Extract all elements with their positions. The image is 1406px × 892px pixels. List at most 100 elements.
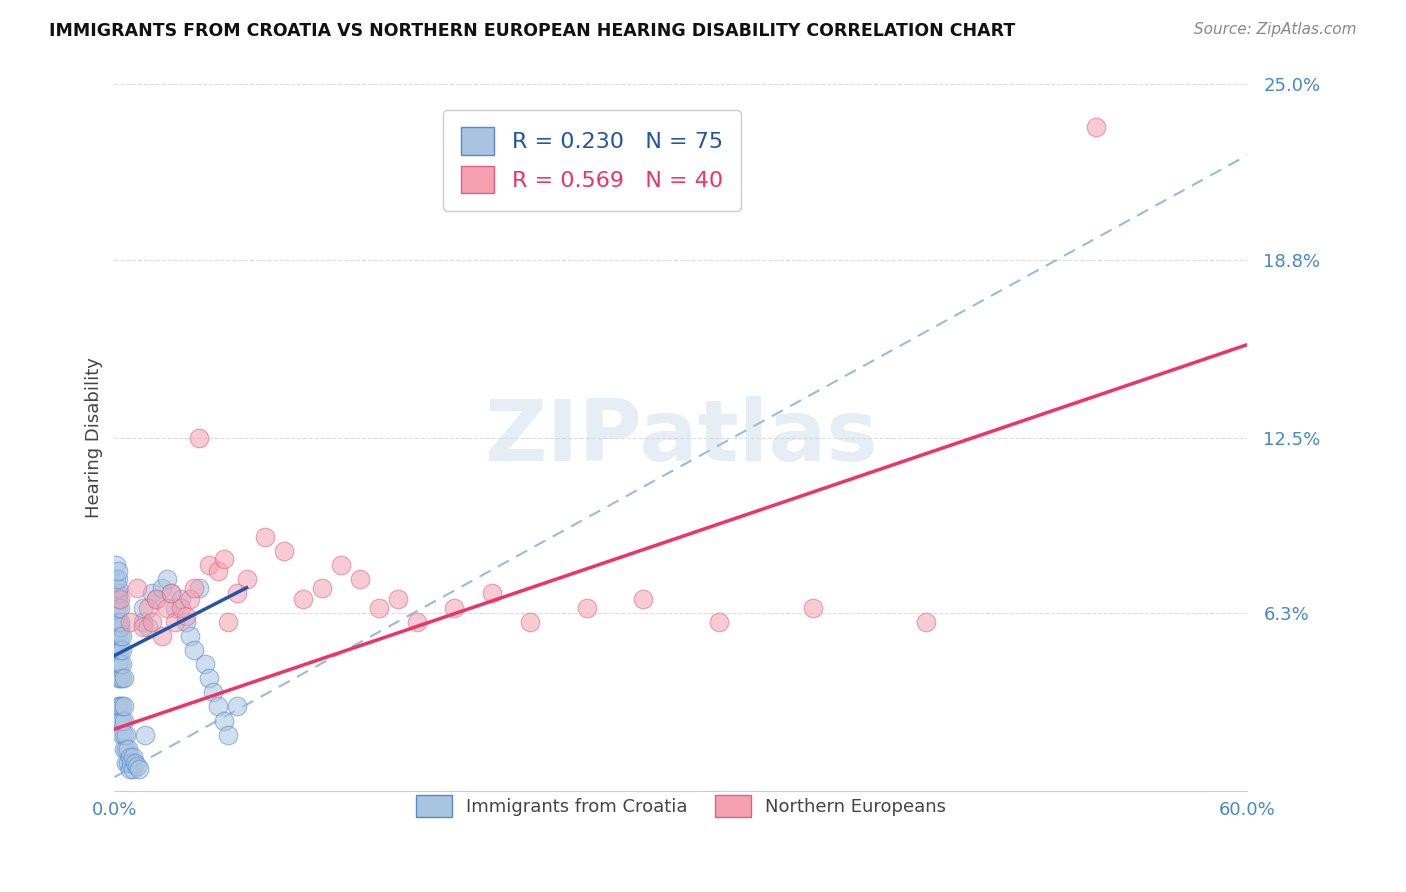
Point [183,643,205,657]
Point [631,592,654,607]
Point [163,615,186,629]
Point [114,742,136,756]
Point [207,699,229,714]
Point [134,728,156,742]
Point [235,572,257,586]
Point [118,762,141,776]
Point [120,756,142,770]
Point [108,600,131,615]
Point [105,600,128,615]
Text: Source: ZipAtlas.com: Source: ZipAtlas.com [1194,22,1357,37]
Point [111,643,134,657]
Point [112,742,135,756]
Point [330,558,353,573]
Point [107,586,129,600]
Point [132,620,155,634]
Point [1085,120,1108,134]
Point [311,581,333,595]
Point [105,572,128,586]
Point [107,699,129,714]
Point [107,671,129,685]
Point [160,586,183,600]
Y-axis label: Hearing Disability: Hearing Disability [86,358,103,518]
Point [111,629,134,643]
Point [138,600,160,615]
Point [108,629,131,643]
Point [212,714,235,728]
Point [160,586,183,600]
Point [349,572,371,586]
Point [188,431,211,445]
Point [179,629,201,643]
Point [107,564,129,578]
Legend: Immigrants from Croatia, Northern Europeans: Immigrants from Croatia, Northern Europe… [408,789,953,825]
Point [118,750,141,764]
Point [107,581,129,595]
Point [174,615,197,629]
Point [105,629,128,643]
Point [118,615,141,629]
Point [105,586,128,600]
Point [156,600,179,615]
Point [107,615,129,629]
Point [112,714,135,728]
Point [707,615,730,629]
Point [107,572,129,586]
Point [217,615,239,629]
Point [145,592,167,607]
Point [150,581,173,595]
Point [145,592,167,607]
Point [169,600,191,615]
Point [108,643,131,657]
Point [108,714,131,728]
Point [198,558,221,573]
Point [108,699,131,714]
Point [226,699,249,714]
Point [150,629,173,643]
Point [141,615,163,629]
Point [207,564,229,578]
Point [183,581,205,595]
Point [163,600,186,615]
Point [169,592,191,607]
Point [111,671,134,685]
Point [107,643,129,657]
Point [114,728,136,742]
Point [174,609,197,624]
Point [122,750,145,764]
Point [124,756,146,770]
Point [117,742,139,756]
Point [112,671,135,685]
Point [108,620,131,634]
Text: ZIPatlas: ZIPatlas [484,396,877,479]
Point [519,615,541,629]
Point [108,671,131,685]
Point [132,615,155,629]
Point [141,586,163,600]
Point [112,699,135,714]
Point [226,586,249,600]
Point [111,714,134,728]
Text: IMMIGRANTS FROM CROATIA VS NORTHERN EUROPEAN HEARING DISABILITY CORRELATION CHAR: IMMIGRANTS FROM CROATIA VS NORTHERN EURO… [49,22,1015,40]
Point [114,756,136,770]
Point [105,558,128,573]
Point [201,685,224,699]
Point [273,544,295,558]
Point [481,586,503,600]
Point [387,592,409,607]
Point [138,620,160,634]
Point [111,728,134,742]
Point [801,600,824,615]
Point [443,600,465,615]
Point [107,657,129,671]
Point [198,671,221,685]
Point [111,699,134,714]
Point [117,756,139,770]
Point [111,657,134,671]
Point [108,592,131,607]
Point [194,657,217,671]
Point [107,592,129,607]
Point [156,572,179,586]
Point [107,629,129,643]
Point [575,600,598,615]
